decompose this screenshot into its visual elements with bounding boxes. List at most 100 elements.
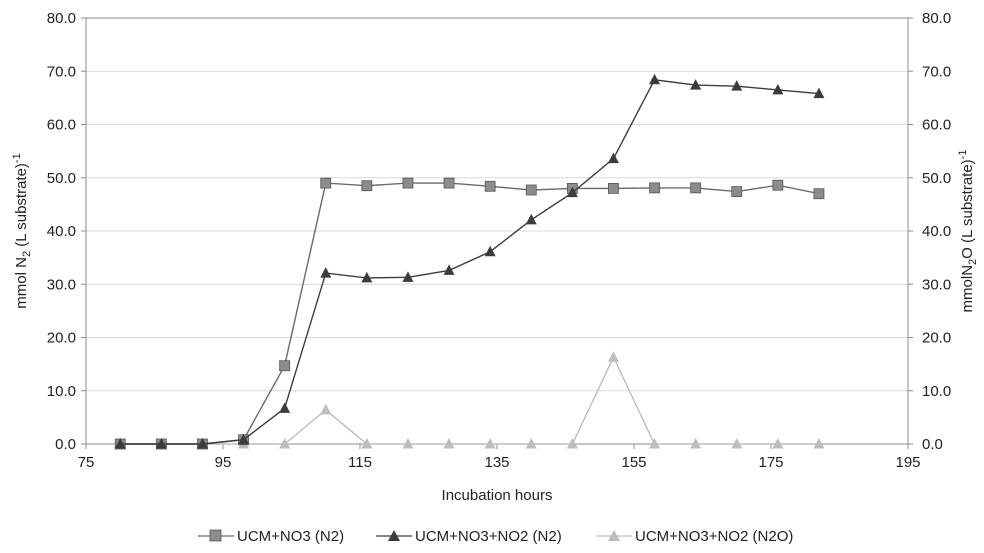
legend-marker-triangle-light [608, 530, 620, 541]
right-y-tick-label: 10.0 [922, 383, 951, 400]
legend-label-ucm-no3-no2-n2o: UCM+NO3+NO2 (N2O) [635, 528, 793, 545]
data-point-square [690, 182, 702, 194]
data-point-square [525, 184, 537, 196]
data-point-triangle [238, 433, 250, 445]
legend: UCM+NO3 (N2) UCM+NO3+NO2 (N2) UCM+NO3+NO… [198, 528, 793, 545]
right-y-axis-tick-labels: 0.0 10.0 20.0 30.0 40.0 50.0 60.0 70.0 80.0 [908, 10, 951, 453]
data-point-square [608, 182, 619, 194]
right-y-tick-label: 60.0 [922, 117, 951, 134]
data-point-triangle [196, 438, 208, 449]
right-y-tick-label: 50.0 [922, 170, 951, 187]
x-tick-label: 115 [348, 454, 372, 471]
left-y-tick-label: 50.0 [47, 170, 76, 187]
data-point-triangle [731, 80, 743, 91]
right-y-tick-label: 40.0 [922, 223, 951, 240]
data-point-triangle [607, 152, 619, 164]
right-y-tick-label: 70.0 [922, 63, 951, 80]
right-y-tick-label: 80.0 [922, 10, 951, 27]
left-y-tick-label: 60.0 [47, 117, 76, 134]
data-point-triangle [279, 438, 291, 449]
data-point-triangle [484, 438, 496, 449]
data-point-square [279, 360, 291, 372]
data-point-triangle [114, 438, 126, 449]
data-point-square [361, 180, 373, 192]
legend-marker-square [209, 529, 222, 542]
x-tick-label: 75 [78, 454, 95, 471]
x-axis-tick-labels: 75 95 115 135 155 175 195 [78, 444, 921, 471]
x-tick-label: 135 [484, 454, 509, 471]
series-ucm-no3-no2-n2 [114, 73, 825, 449]
data-point-square [320, 177, 332, 189]
left-y-tick-label: 0.0 [55, 436, 76, 453]
data-point-triangle [525, 438, 537, 449]
right-y-axis-title-rest: O (L substrate) [959, 159, 976, 258]
data-point-square [443, 177, 455, 189]
data-point-triangle [155, 438, 167, 449]
data-point-square [772, 179, 784, 191]
data-point-triangle [320, 267, 332, 278]
legend-label-ucm-no3-no2-n2: UCM+NO3+NO2 (N2) [415, 528, 562, 545]
data-point-triangle [772, 83, 784, 95]
data-point-triangle [649, 73, 661, 85]
data-point-triangle [566, 438, 578, 449]
right-y-axis-title: mmolN2O (L substrate)-1 [957, 150, 979, 313]
data-point-triangle [607, 351, 619, 362]
x-axis-title: Incubation hours [442, 487, 553, 504]
series-line-ucm-no3-n2 [120, 182, 820, 445]
legend-item-ucm-no3-no2-n2o: UCM+NO3+NO2 (N2O) [596, 528, 793, 545]
data-point-triangle [320, 403, 332, 415]
x-tick-label: 155 [621, 454, 646, 471]
series-ucm-no3-n2 [114, 177, 825, 450]
left-y-tick-label: 30.0 [47, 276, 76, 293]
data-point-triangle [361, 271, 373, 283]
legend-item-ucm-no3-n2: UCM+NO3 (N2) [198, 528, 344, 545]
series-line-ucm-no3-no2-n2o [120, 355, 819, 445]
data-point-triangle [443, 438, 455, 449]
data-point-triangle [525, 213, 537, 225]
left-y-tick-label: 80.0 [47, 10, 76, 27]
left-y-axis-title: mmol N2 (L substrate)-1 [11, 153, 33, 308]
data-point-square [813, 188, 825, 200]
left-y-tick-label: 40.0 [47, 223, 76, 240]
data-point-triangle [361, 438, 373, 449]
grid-lines [86, 17, 908, 445]
right-y-tick-label: 20.0 [922, 330, 951, 347]
right-y-axis-title-subscript: 2 [967, 259, 979, 265]
left-y-tick-label: 70.0 [47, 63, 76, 80]
left-y-axis-title-superscript: -1 [11, 153, 23, 163]
data-point-triangle [566, 186, 578, 198]
legend-item-ucm-no3-no2-n2: UCM+NO3+NO2 (N2) [376, 528, 562, 545]
right-y-tick-label: 0.0 [922, 436, 943, 453]
data-point-triangle [731, 438, 743, 449]
data-point-triangle [402, 438, 414, 449]
data-point-triangle [772, 438, 784, 449]
data-point-square [402, 177, 414, 189]
right-y-tick-label: 30.0 [922, 276, 951, 293]
series-layer [114, 73, 825, 450]
data-point-triangle [484, 245, 496, 257]
series-line-ucm-no3-no2-n2 [120, 79, 820, 445]
legend-label-ucm-no3-n2: UCM+NO3 (N2) [237, 528, 344, 545]
left-y-axis-title-rest: (L substrate) [13, 163, 30, 251]
data-point-triangle [649, 438, 661, 449]
left-y-tick-label: 20.0 [47, 330, 76, 347]
data-point-triangle [690, 438, 702, 449]
data-point-triangle [813, 438, 825, 449]
right-y-axis-title-main: mmolN [959, 265, 976, 313]
data-point-triangle [279, 402, 291, 413]
data-point-triangle [690, 79, 702, 90]
left-y-axis-title-main: mmol N [13, 257, 30, 309]
left-y-axis-title-subscript: 2 [21, 251, 33, 257]
data-point-square [731, 186, 743, 197]
left-y-axis-tick-labels: 0.0 10.0 20.0 30.0 40.0 50.0 60.0 70.0 80.0 [47, 10, 86, 453]
data-point-square [484, 180, 496, 192]
right-y-axis-title-superscript: -1 [957, 150, 969, 160]
x-tick-label: 175 [758, 454, 783, 471]
data-point-triangle [813, 87, 825, 99]
x-tick-label: 195 [895, 454, 920, 471]
data-point-square [649, 182, 660, 194]
left-y-tick-label: 10.0 [47, 383, 76, 400]
x-tick-label: 95 [215, 454, 232, 471]
